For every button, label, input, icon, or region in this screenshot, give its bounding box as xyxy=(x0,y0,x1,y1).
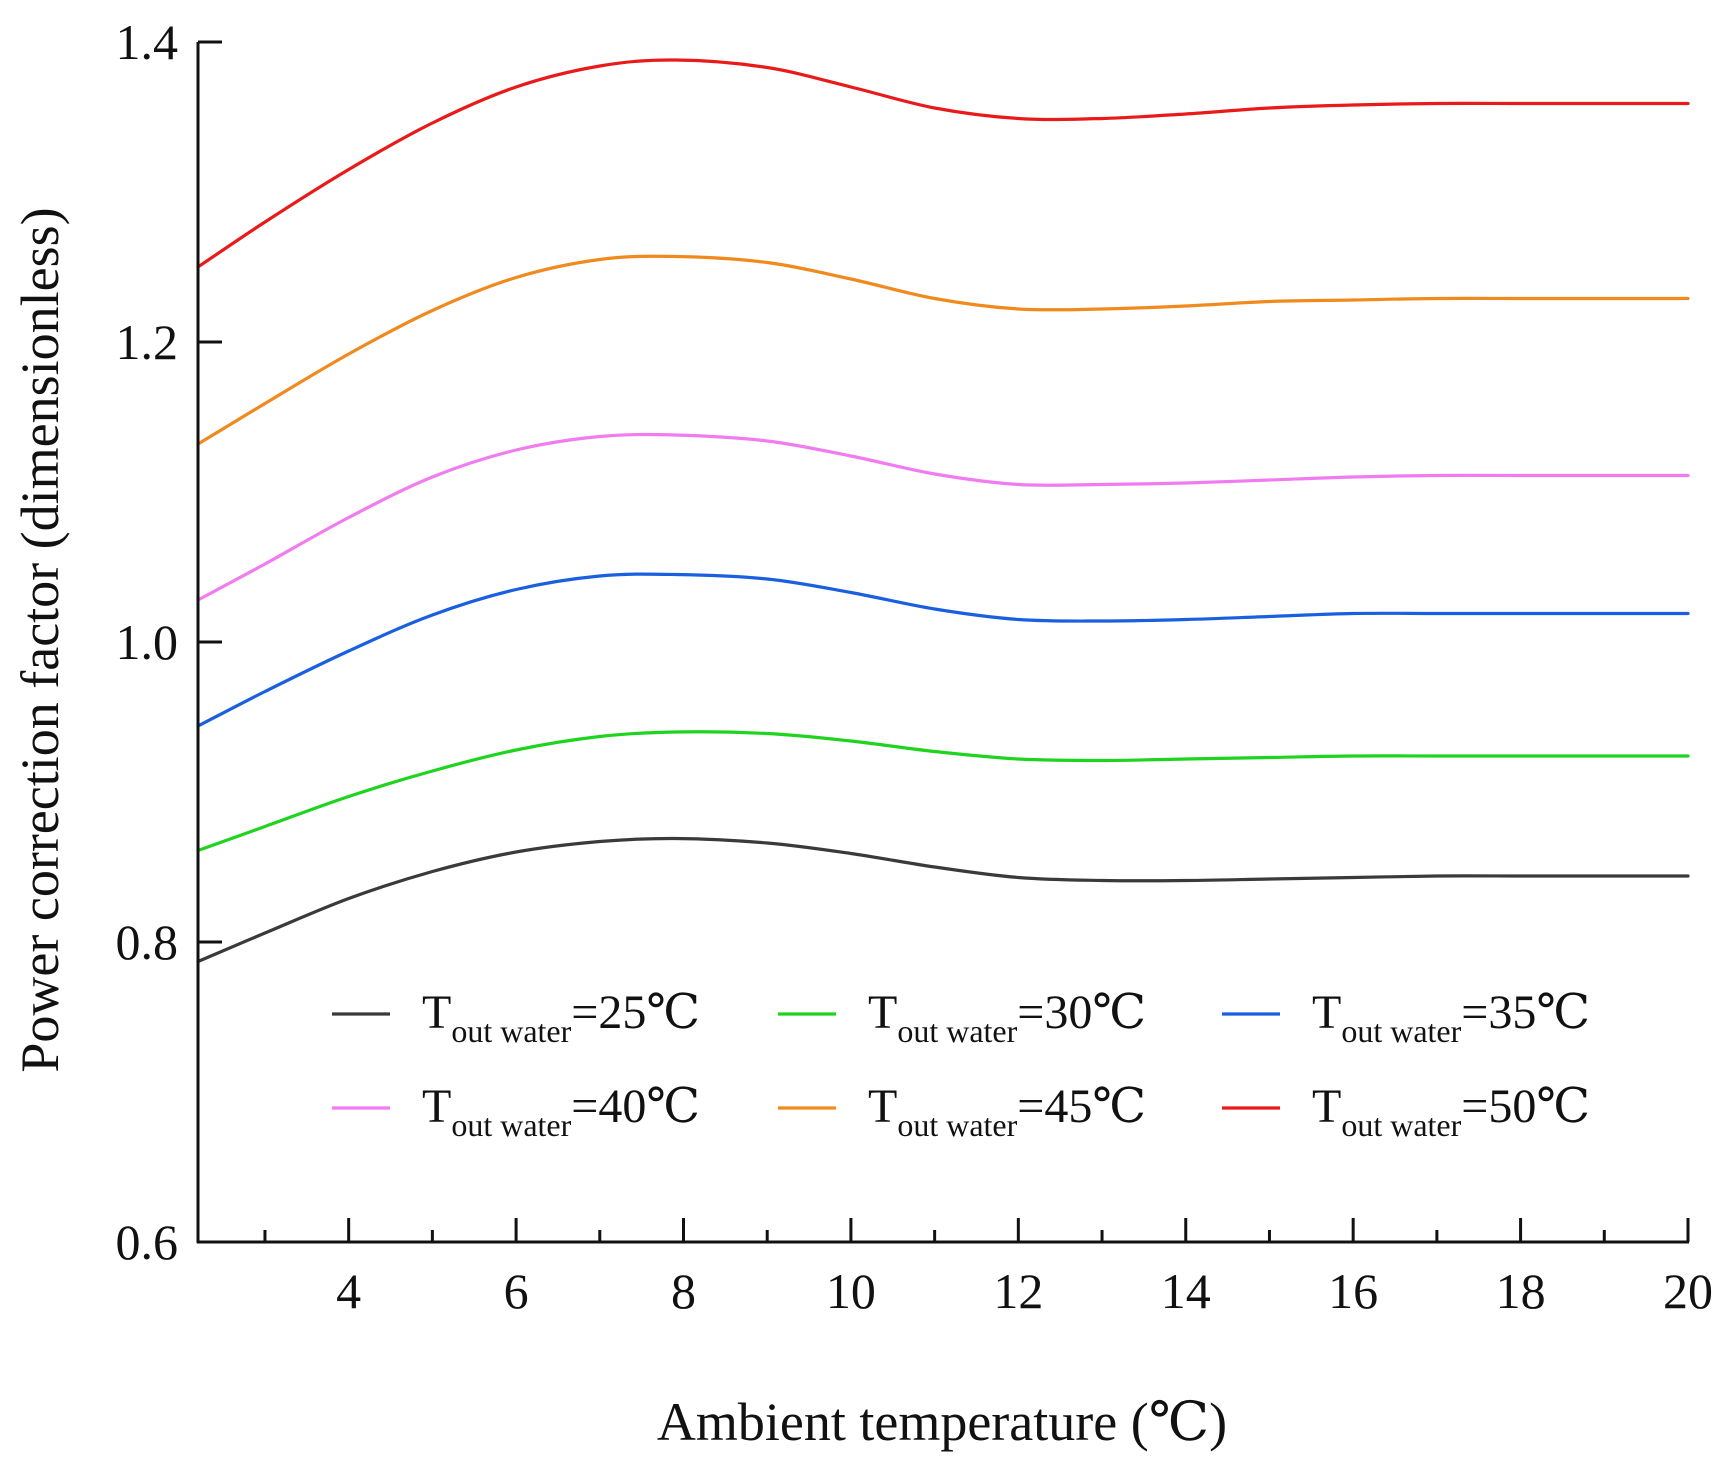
legend-item-4: Tout water=40℃ xyxy=(332,1080,700,1143)
x-tick-label: 12 xyxy=(993,1263,1043,1319)
x-tick-label: 10 xyxy=(826,1263,876,1319)
legend-label: Tout water=50℃ xyxy=(1312,1080,1590,1143)
x-tick-label: 18 xyxy=(1496,1263,1546,1319)
y-axis-title: Power correction factor (dimensionless) xyxy=(10,207,70,1072)
series-line-2 xyxy=(196,730,1690,853)
legend-item-1: Tout water=25℃ xyxy=(332,986,700,1049)
axes: 0.6 0.8 1.0 1.2 1.4 4 6 8 10 12 14 16 18 20 xyxy=(116,14,1714,1319)
x-tick-label: 8 xyxy=(671,1263,696,1319)
legend-label: Tout water=25℃ xyxy=(422,986,700,1049)
x-axis-title: Ambient temperature (℃) xyxy=(657,1392,1227,1452)
series-line-1 xyxy=(196,836,1690,964)
legend-item-6: Tout water=50℃ xyxy=(1222,1080,1590,1143)
y-tick-label: 0.6 xyxy=(116,1214,179,1270)
series-line-3 xyxy=(196,572,1690,728)
legend-item-3: Tout water=35℃ xyxy=(1222,986,1590,1049)
x-tick-label: 14 xyxy=(1161,1263,1211,1319)
x-tick-label: 6 xyxy=(504,1263,529,1319)
x-tick-label: 20 xyxy=(1663,1263,1713,1319)
series-line-6 xyxy=(196,58,1690,269)
legend-label: Tout water=45℃ xyxy=(868,1080,1146,1143)
series-lines xyxy=(196,58,1690,964)
legend-label: Tout water=40℃ xyxy=(422,1080,700,1143)
x-tick-label: 4 xyxy=(336,1263,361,1319)
y-tick-label: 0.8 xyxy=(116,914,179,970)
y-tick-label: 1.2 xyxy=(116,314,179,370)
y-tick-label: 1.0 xyxy=(116,614,179,670)
legend-item-2: Tout water=30℃ xyxy=(778,986,1146,1049)
x-tick-label: 16 xyxy=(1328,1263,1378,1319)
series-line-4 xyxy=(196,432,1690,602)
series-line-5 xyxy=(196,254,1690,446)
y-tick-label: 1.4 xyxy=(116,14,179,70)
legend-item-5: Tout water=45℃ xyxy=(778,1080,1146,1143)
legend-label: Tout water=30℃ xyxy=(868,986,1146,1049)
legend-label: Tout water=35℃ xyxy=(1312,986,1590,1049)
legend: Tout water=25℃ Tout water=30℃ Tout water=3… xyxy=(332,986,1590,1143)
